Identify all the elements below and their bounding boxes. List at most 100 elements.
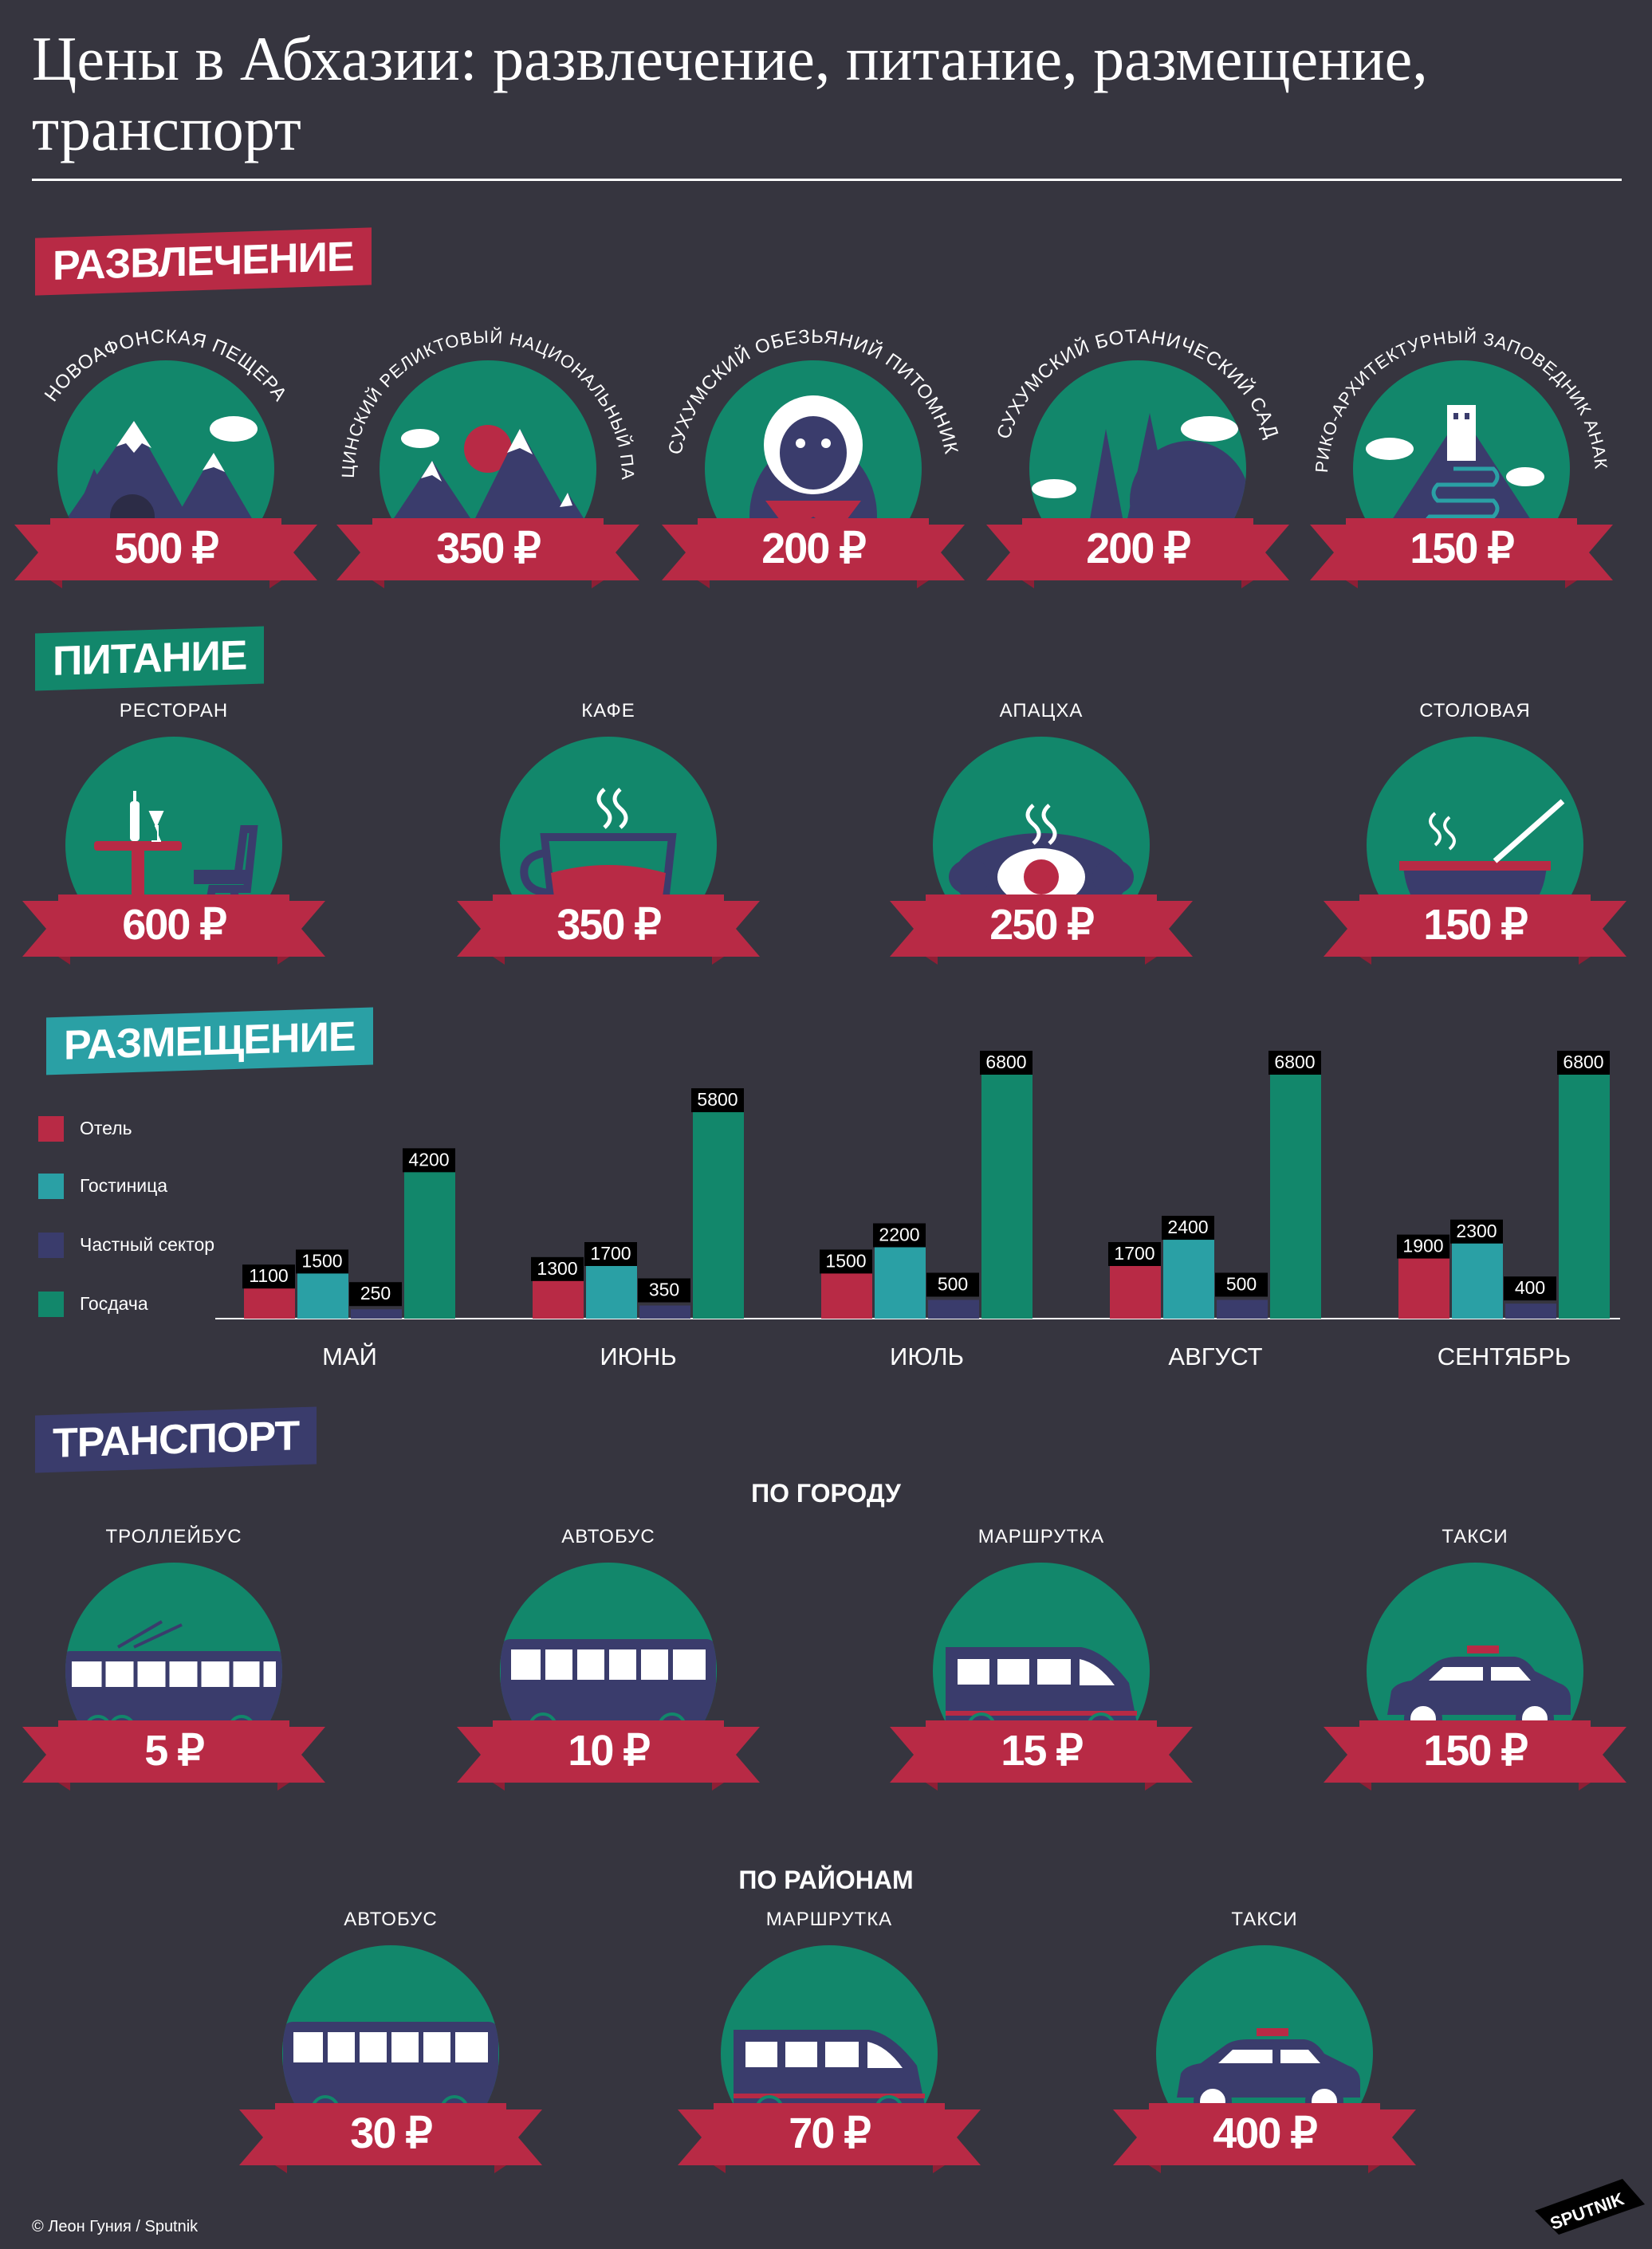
svg-text:СУХУМСКИЙ ОБЕЗЬЯНИЙ ПИТОМНИК: СУХУМСКИЙ ОБЕЗЬЯНИЙ ПИТОМНИК bbox=[664, 326, 962, 457]
value-label-bg bbox=[349, 1282, 402, 1307]
legend-swatch-guesthouse bbox=[38, 1174, 64, 1199]
price-card: 250 ₽ АПАЦХА bbox=[890, 700, 1193, 965]
item-name: ТАКСИ bbox=[1231, 1909, 1298, 1930]
value-label: 1700 bbox=[1114, 1243, 1154, 1264]
item-name: СТОЛОВАЯ bbox=[1419, 700, 1531, 721]
value-label-bg bbox=[531, 1256, 584, 1281]
bar-private bbox=[351, 1309, 402, 1319]
cave-mountain-icon bbox=[14, 360, 317, 588]
value-label: 2200 bbox=[879, 1224, 919, 1244]
soup-bowl-icon bbox=[1324, 737, 1626, 965]
value-label-bg bbox=[1108, 1242, 1161, 1266]
legend-label-state-dacha: Госдача bbox=[80, 1293, 148, 1314]
legend-label-private: Частный сектор bbox=[80, 1234, 215, 1255]
value-label: 500 bbox=[1226, 1273, 1257, 1294]
price-value: 250 ₽ bbox=[989, 901, 1094, 949]
price-value: 200 ₽ bbox=[761, 525, 866, 572]
item-name: МАРШРУТКА bbox=[977, 1526, 1105, 1547]
bar-hotel bbox=[1398, 1247, 1449, 1319]
value-label: 1900 bbox=[1402, 1236, 1443, 1256]
price-card: 150 ₽ СТОЛОВАЯ bbox=[1324, 700, 1626, 965]
x-tick-label: АВГУСТ bbox=[1168, 1343, 1262, 1370]
price-value: 600 ₽ bbox=[122, 901, 226, 949]
transport-city-heading: ПО ГОРОДУ bbox=[751, 1479, 901, 1508]
value-label: 6800 bbox=[985, 1052, 1026, 1072]
value-label-bg bbox=[873, 1223, 926, 1248]
price-value: 30 ₽ bbox=[350, 2109, 432, 2157]
trees-icon bbox=[986, 360, 1289, 588]
price-card: 5 ₽ ТРОЛЛЕЙБУС bbox=[22, 1526, 325, 1791]
restaurant-table-icon bbox=[22, 737, 325, 965]
price-value: 500 ₽ bbox=[114, 525, 218, 572]
bar-state-dacha bbox=[1559, 1064, 1610, 1319]
bar-private bbox=[639, 1305, 690, 1319]
svg-text:НОВОАФОНСКАЯ ПЕЩЕРА: НОВОАФОНСКАЯ ПЕЩЕРА bbox=[41, 326, 291, 406]
bar-private bbox=[1217, 1299, 1268, 1319]
price-card: 200 ₽ СУХУМСКИЙ БОТАНИЧЕСКИЙ САД bbox=[986, 326, 1289, 588]
item-name: КАФЕ bbox=[581, 700, 635, 721]
price-card: 70 ₽ МАРШРУТКА bbox=[678, 1909, 981, 2173]
section-label-transport: ТРАНСПОРТ bbox=[35, 1406, 317, 1473]
minibus-icon bbox=[678, 1945, 981, 2173]
price-value: 350 ₽ bbox=[436, 525, 541, 572]
svg-text:РИЦИНСКИЙ РЕЛИКТОВЫЙ НАЦИОНАЛЬ: РИЦИНСКИЙ РЕЛИКТОВЫЙ НАЦИОНАЛЬНЫЙ ПАРК bbox=[321, 230, 638, 481]
price-card: 30 ₽ АВТОБУС bbox=[239, 1909, 542, 2173]
caption-arc: НОВОАФОНСКАЯ ПЕЩЕРА bbox=[41, 326, 291, 406]
item-name: АВТОБУС bbox=[344, 1909, 438, 1930]
price-value: 400 ₽ bbox=[1213, 2109, 1317, 2157]
lodging-bar-chart: 1100 1500 250 4200 МАЙ 1300 1700 350 5800 ИЮНЬ 150… bbox=[215, 1051, 1620, 1370]
value-label: 1500 bbox=[301, 1250, 342, 1271]
value-label-bg bbox=[980, 1051, 1032, 1075]
price-value: 70 ₽ bbox=[789, 2109, 871, 2157]
value-label: 5800 bbox=[697, 1089, 738, 1110]
place-name: СУХУМСКИЙ БОТАНИЧЕСКИЙ САД bbox=[993, 326, 1281, 442]
value-label: 1100 bbox=[249, 1265, 288, 1286]
price-card: 10 ₽ АВТОБУС bbox=[457, 1526, 760, 1791]
price-card: 15 ₽ МАРШРУТКА bbox=[890, 1526, 1193, 1791]
dish-icon bbox=[890, 737, 1193, 965]
value-label-bg bbox=[638, 1278, 690, 1303]
place-name: РИЦИНСКИЙ РЕЛИКТОВЫЙ НАЦИОНАЛЬНЫЙ ПАРК bbox=[321, 230, 637, 481]
value-label: 400 bbox=[1515, 1277, 1545, 1298]
value-label-bg bbox=[691, 1088, 744, 1113]
bar-state-dacha bbox=[693, 1101, 744, 1319]
value-label: 1500 bbox=[825, 1250, 866, 1271]
bus-icon bbox=[457, 1563, 760, 1791]
svg-text:СУХУМСКИЙ БОТАНИЧЕСКИЙ САД: СУХУМСКИЙ БОТАНИЧЕСКИЙ САД bbox=[993, 326, 1282, 442]
bar-state-dacha bbox=[981, 1064, 1032, 1319]
item-name: АВТОБУС bbox=[561, 1526, 655, 1547]
title-divider bbox=[32, 179, 1622, 181]
price-card: 350 ₽ РИЦИНСКИЙ РЕЛИКТОВЫЙ НАЦИОНАЛЬНЫЙ П… bbox=[321, 230, 639, 588]
price-card: 400 ₽ ТАКСИ bbox=[1113, 1909, 1416, 2173]
legend-swatch-state-dacha bbox=[38, 1292, 64, 1317]
item-name: МАРШРУТКА bbox=[765, 1909, 893, 1930]
price-value: 5 ₽ bbox=[144, 1727, 204, 1775]
value-label: 1700 bbox=[590, 1243, 631, 1264]
bar-guesthouse bbox=[875, 1236, 926, 1319]
legend-swatch-hotel bbox=[38, 1116, 64, 1142]
price-value: 150 ₽ bbox=[1423, 901, 1528, 949]
place-name: ИСТОРИКО-АРХИТЕКТУРНЫЙ ЗАПОВЕДНИК АНАКОП… bbox=[1294, 230, 1611, 474]
price-card: 150 ₽ ИСТОРИКО-АРХИТЕКТУРНЫЙ ЗАПОВЕДНИК А… bbox=[1294, 230, 1613, 588]
legend-label-hotel: Отель bbox=[80, 1118, 132, 1138]
caption-arc: ИСТОРИКО-АРХИТЕКТУРНЫЙ ЗАПОВЕДНИК АНАКОП… bbox=[1294, 230, 1611, 474]
price-card: 500 ₽ НОВОАФОНСКАЯ ПЕЩЕРА bbox=[14, 326, 317, 588]
value-label-bg bbox=[1268, 1051, 1321, 1075]
x-tick-label: ИЮЛЬ bbox=[890, 1343, 964, 1370]
value-label: 2300 bbox=[1456, 1221, 1497, 1241]
bar-guesthouse bbox=[1163, 1229, 1214, 1319]
item-name: АПАЦХА bbox=[999, 700, 1084, 721]
value-label-bg bbox=[1504, 1276, 1556, 1301]
value-label-bg bbox=[1450, 1219, 1503, 1244]
place-name: СУХУМСКИЙ ОБЕЗЬЯНИЙ ПИТОМНИК bbox=[664, 326, 961, 457]
price-value: 150 ₽ bbox=[1423, 1727, 1528, 1775]
value-label: 6800 bbox=[1563, 1052, 1603, 1072]
sputnik-logo: SPUTNIK bbox=[1527, 2172, 1646, 2236]
bar-guesthouse bbox=[1452, 1232, 1503, 1319]
trolleybus-icon bbox=[22, 1563, 325, 1791]
value-label-bg bbox=[403, 1148, 455, 1173]
x-tick-label: ИЮНЬ bbox=[600, 1343, 676, 1370]
bar-state-dacha bbox=[404, 1161, 455, 1319]
value-label: 1300 bbox=[537, 1258, 577, 1279]
bar-private bbox=[928, 1299, 979, 1319]
